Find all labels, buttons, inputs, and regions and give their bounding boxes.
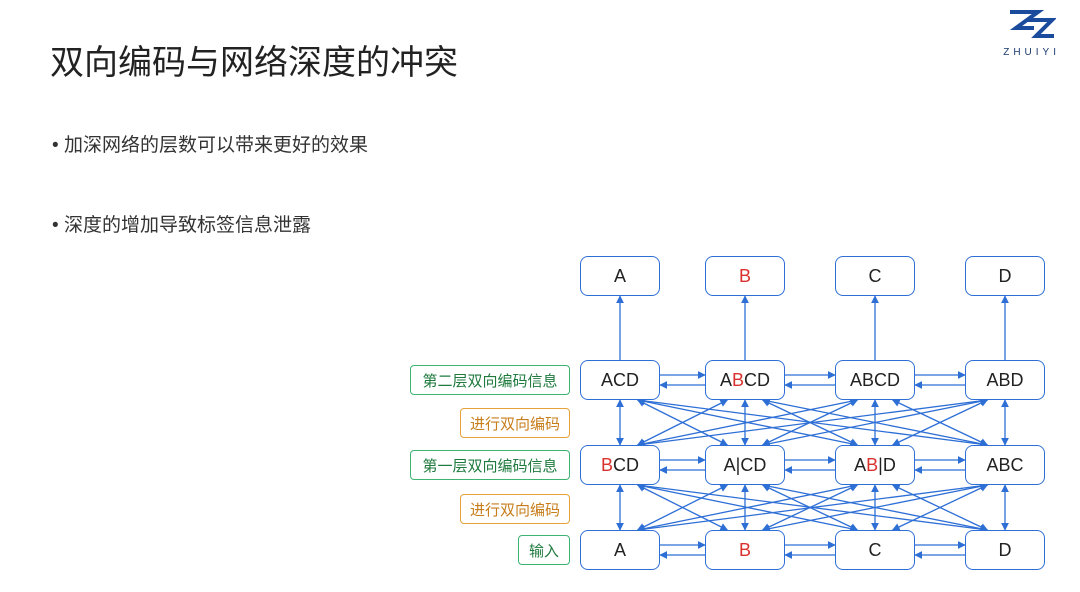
brand-logo: ZHUIYI xyxy=(1003,10,1060,58)
bullet-2: 深度的增加导致标签信息泄露 xyxy=(52,210,311,237)
node-r3-c0: A xyxy=(580,256,660,296)
bullet-1: 加深网络的层数可以带来更好的效果 xyxy=(52,130,368,157)
node-r2-c1: ABCD xyxy=(705,360,785,400)
logo-text: ZHUIYI xyxy=(1003,47,1060,58)
node-r3-c1: B xyxy=(705,256,785,296)
node-r2-c3: ABD xyxy=(965,360,1045,400)
row-label-1: 进行双向编码 xyxy=(460,494,570,524)
node-r1-c0: BCD xyxy=(580,445,660,485)
node-r0-c2: C xyxy=(835,530,915,570)
node-r1-c3: ABC xyxy=(965,445,1045,485)
node-r1-c1: A|CD xyxy=(705,445,785,485)
node-r3-c3: D xyxy=(965,256,1045,296)
row-label-2: 第一层双向编码信息 xyxy=(410,450,570,480)
logo-icon xyxy=(1008,10,1056,40)
node-r2-c0: ACD xyxy=(580,360,660,400)
page-title: 双向编码与网络深度的冲突 xyxy=(50,35,458,84)
row-label-3: 进行双向编码 xyxy=(460,408,570,438)
node-r3-c2: C xyxy=(835,256,915,296)
node-r0-c1: B xyxy=(705,530,785,570)
node-r0-c0: A xyxy=(580,530,660,570)
node-r1-c2: AB|D xyxy=(835,445,915,485)
node-r2-c2: ABCD xyxy=(835,360,915,400)
row-label-0: 输入 xyxy=(518,535,570,565)
row-label-4: 第二层双向编码信息 xyxy=(410,365,570,395)
node-r0-c3: D xyxy=(965,530,1045,570)
encoding-diagram: ABCDBCDA|CDAB|DABCACDABCDABCDABDABCD输入进行… xyxy=(290,250,1070,580)
diagram-edges xyxy=(290,250,1070,580)
